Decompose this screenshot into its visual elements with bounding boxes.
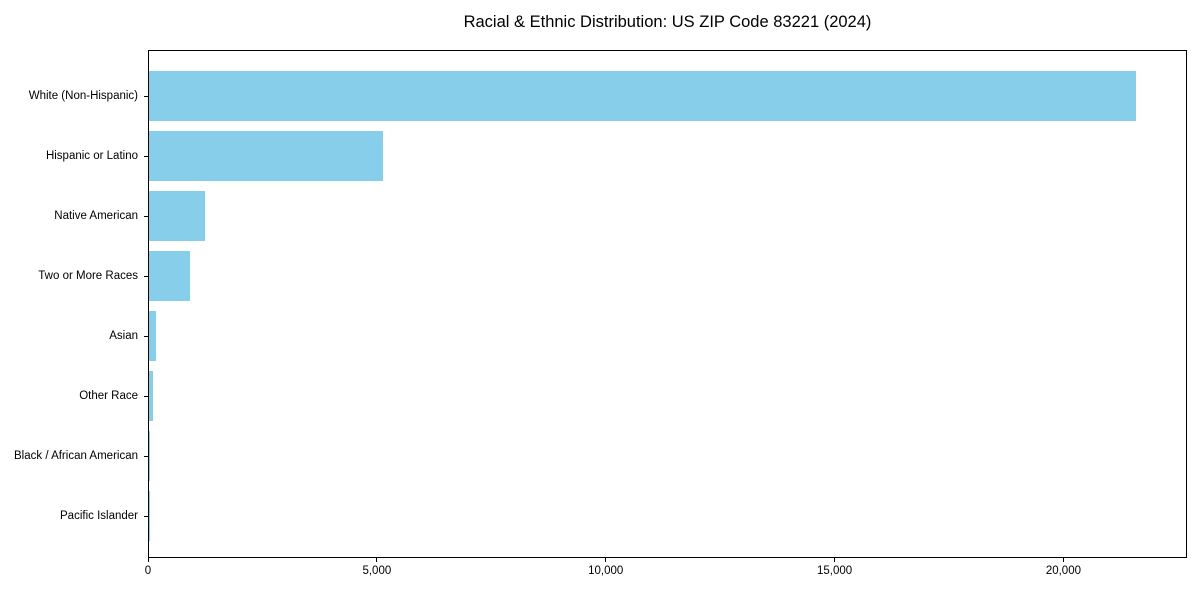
y-tick-mark <box>144 336 148 337</box>
y-tick-mark <box>144 396 148 397</box>
bar <box>149 311 156 361</box>
y-axis-label: Two or More Races <box>38 270 138 282</box>
y-axis-label: Black / African American <box>14 450 138 462</box>
bar-row: Hispanic or Latino <box>46 126 1186 186</box>
plot-area: White (Non-Hispanic) Hispanic or Latino Na… <box>14 50 1187 558</box>
x-tick-mark <box>834 558 836 562</box>
x-tick-label: 0 <box>144 565 152 577</box>
y-tick-mark <box>144 516 148 517</box>
y-tick-mark <box>144 276 148 277</box>
y-axis-label: Hispanic or Latino <box>45 150 138 162</box>
chart-title: Racial & Ethnic Distribution: US ZIP Cod… <box>463 13 872 31</box>
bar-row: Native American <box>54 186 1186 246</box>
bar <box>149 251 191 301</box>
bar <box>149 431 150 481</box>
bar-row: Other Race <box>79 366 1186 426</box>
y-tick-mark <box>144 156 148 157</box>
y-axis-label: Other Race <box>79 390 138 402</box>
x-tick-mark <box>605 558 607 562</box>
bar-row: Asian <box>109 306 1186 366</box>
bar-row: Two or More Races <box>38 246 1186 306</box>
y-axis-label: Native American <box>54 210 138 222</box>
bar-row: Black / African American <box>14 426 1186 486</box>
bar <box>149 71 1136 121</box>
bar <box>149 131 384 181</box>
bar <box>149 191 206 241</box>
x-tick-mark <box>1062 558 1064 562</box>
x-tick-label: 5,000 <box>362 565 392 577</box>
y-tick-mark <box>144 96 148 97</box>
y-tick-mark <box>144 456 148 457</box>
y-tick-mark <box>144 216 148 217</box>
x-tick-label: 20,000 <box>1045 565 1081 577</box>
y-axis-label: White (Non-Hispanic) <box>28 90 138 102</box>
x-axis: 0 5,000 10,000 15,000 20,000 <box>144 558 1187 588</box>
bars-container: White (Non-Hispanic) Hispanic or Latino Na… <box>14 51 1186 557</box>
x-tick-mark <box>147 558 149 562</box>
bar-row: Pacific Islander <box>60 486 1186 546</box>
x-tick-mark <box>376 558 378 562</box>
y-axis-label: Asian <box>109 330 138 342</box>
bar <box>149 371 153 421</box>
x-tick-label: 15,000 <box>816 565 853 577</box>
y-axis-label: Pacific Islander <box>60 510 138 522</box>
bar-row: White (Non-Hispanic) <box>29 66 1186 126</box>
x-tick-label: 10,000 <box>588 565 624 577</box>
